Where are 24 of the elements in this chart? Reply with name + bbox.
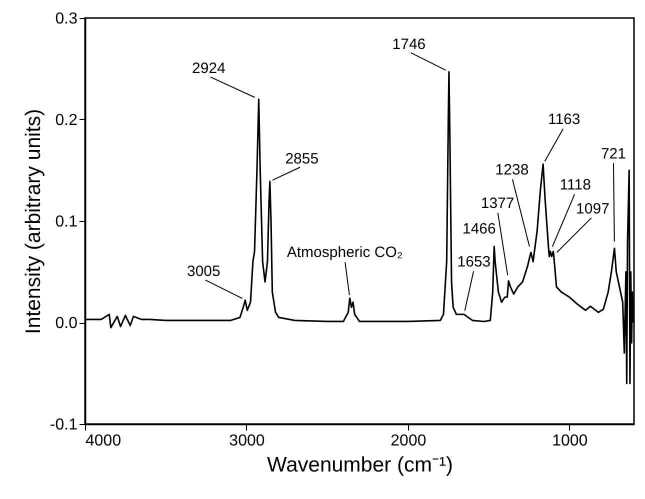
- y-tick-label: -0.1: [50, 416, 78, 434]
- x-tick-label: 3000: [229, 432, 265, 450]
- annotation: 1097: [576, 200, 610, 218]
- y-tick-label: 0.0: [55, 315, 78, 332]
- annotation: 1466: [462, 220, 496, 238]
- x-tick-label: 1000: [552, 432, 588, 450]
- annotation: 1653: [457, 253, 491, 270]
- x-axis-title: Wavenumber (cm⁻¹): [267, 454, 453, 476]
- x-tick-label: 2000: [390, 432, 426, 450]
- annotation: 1746: [392, 36, 426, 53]
- annotation: 2924: [192, 60, 226, 78]
- annotation: 1238: [495, 161, 529, 178]
- annotation: 1377: [480, 194, 514, 212]
- y-axis-title: Intensity (arbitrary units): [22, 108, 45, 334]
- annotation: Atmospheric CO₂: [286, 244, 403, 262]
- annotation: 721: [600, 145, 626, 162]
- annotation: 1118: [560, 176, 591, 194]
- y-tick-label: 0.1: [55, 214, 78, 230]
- y-tick-label: 0.3: [55, 10, 78, 28]
- x-tick-label: 4000: [86, 432, 122, 450]
- annotation: 2855: [285, 150, 319, 168]
- y-tick-label: 0.2: [55, 112, 78, 129]
- annotation: 3005: [186, 263, 220, 280]
- annotation: 1163: [548, 111, 580, 128]
